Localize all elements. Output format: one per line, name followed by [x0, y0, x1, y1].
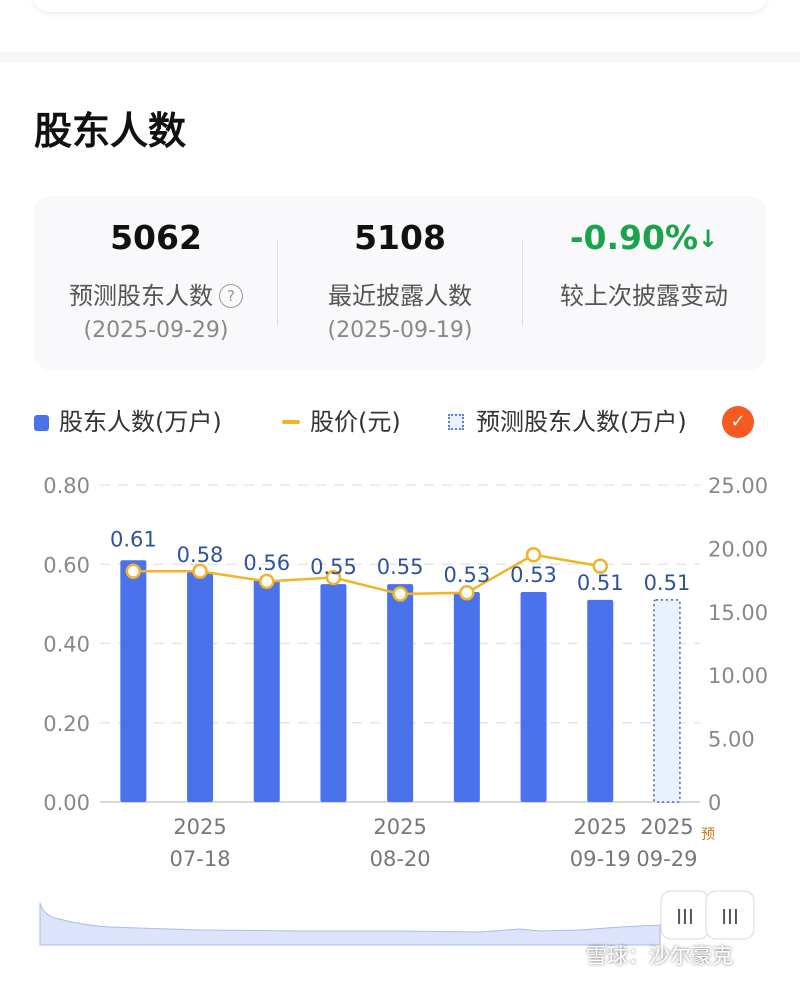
- x-tick-label: 07-18: [170, 847, 231, 871]
- price-point: [125, 563, 142, 579]
- legend-item-holders[interactable]: 股东人数(万户): [34, 404, 222, 440]
- previous-card: [34, 0, 766, 12]
- bar-data-label: 0.56: [243, 551, 290, 575]
- stat-latest-holders: 5108 最近披露人数 (2025-09-19): [278, 196, 522, 370]
- legend-item-price[interactable]: 股价(元): [282, 404, 401, 440]
- legend-label: 预测股东人数(万户): [476, 408, 687, 436]
- price-point: [592, 558, 608, 574]
- line-swatch-icon: [282, 420, 300, 424]
- y-left-tick-label: 0.20: [43, 712, 90, 736]
- section-separator: [0, 52, 800, 62]
- stat-value: -0.90%↓: [522, 218, 766, 257]
- stat-label: 较上次披露变动: [560, 282, 728, 310]
- dotted-swatch-icon: [448, 414, 464, 430]
- slider-preview-area: [39, 902, 661, 946]
- x-tick-label: 09-19: [570, 847, 631, 871]
- predicted-tag: 预: [701, 827, 715, 843]
- bar-data-label: 0.51: [577, 571, 624, 595]
- price-point: [459, 585, 475, 601]
- y-right-tick-label: 10.00: [708, 664, 768, 688]
- stats-card: 5062 预测股东人数? (2025-09-29) 5108 最近披露人数 (2…: [34, 196, 766, 370]
- drag-handle-icon: III: [676, 905, 694, 929]
- price-point: [392, 586, 408, 602]
- y-right-tick-label: 5.00: [708, 728, 755, 752]
- price-point: [259, 573, 275, 590]
- price-line: [133, 553, 601, 596]
- bar-holders: [320, 584, 347, 802]
- price-point: [192, 563, 208, 579]
- bar-data-label: 0.55: [377, 555, 424, 579]
- stat-predicted-holders: 5062 预测股东人数? (2025-09-29): [34, 196, 278, 370]
- slider-handle-left[interactable]: III: [660, 890, 710, 940]
- bar-predicted: [653, 599, 681, 803]
- y-left-tick-label: 0.00: [43, 791, 90, 815]
- price-point: [525, 546, 542, 563]
- stat-label-text: 预测股东人数: [69, 282, 213, 310]
- stat-divider: [522, 240, 523, 326]
- y-left-tick-label: 0.40: [43, 633, 90, 657]
- predicted-data-label: 0.51: [644, 571, 691, 595]
- bar-holders: [453, 591, 480, 802]
- legend-label: 股价(元): [310, 408, 401, 436]
- drag-handle-icon: III: [721, 905, 739, 929]
- section-title: 股东人数: [34, 109, 187, 153]
- y-right-tick-label: 25.00: [708, 474, 768, 498]
- chart-legend: 股东人数(万户) 股价(元) 预测股东人数(万户) ✓: [34, 404, 774, 440]
- x-tick-label: 2025: [173, 815, 226, 839]
- bar-holders: [587, 599, 614, 802]
- stat-change: -0.90%↓ 较上次披露变动: [522, 196, 766, 370]
- legend-label: 股东人数(万户): [59, 408, 222, 436]
- bar-holders: [520, 591, 547, 802]
- x-tick-label: 08-20: [370, 847, 431, 871]
- x-tick-label: 2025: [640, 815, 693, 839]
- bar-swatch-icon: [34, 415, 49, 431]
- y-left-tick-label: 0.60: [43, 553, 90, 577]
- bar-holders: [120, 560, 147, 802]
- bar-holders: [387, 584, 414, 802]
- bar-data-label: 0.53: [510, 563, 557, 587]
- stat-divider: [277, 240, 278, 326]
- stat-date: (2025-09-29): [83, 318, 229, 343]
- y-right-tick-label: 20.00: [708, 537, 768, 561]
- question-circle-icon[interactable]: ?: [219, 284, 243, 308]
- bar-data-label: 0.61: [110, 527, 157, 551]
- bar-data-label: 0.53: [443, 563, 490, 587]
- stat-date: (2025-09-19): [327, 318, 473, 343]
- check-icon[interactable]: ✓: [722, 406, 754, 438]
- x-tick-label: 2025: [574, 815, 627, 839]
- bar-holders: [187, 572, 214, 802]
- price-point: [325, 569, 342, 586]
- stat-label: 预测股东人数?: [34, 276, 278, 311]
- slider-handle-right[interactable]: III: [705, 890, 755, 940]
- x-tick-label: 09-29: [636, 847, 697, 871]
- bar-data-label: 0.55: [310, 555, 357, 579]
- range-slider[interactable]: III III: [0, 885, 800, 981]
- y-left-tick-label: 0.80: [43, 474, 90, 498]
- change-value: -0.90%: [569, 218, 699, 257]
- y-right-tick-label: 0: [708, 791, 721, 815]
- bar-holders: [253, 580, 280, 802]
- stat-value: 5062: [110, 218, 202, 257]
- y-right-tick-label: 15.00: [708, 601, 768, 625]
- arrow-down-icon: ↓: [698, 225, 719, 253]
- stat-value: 5108: [354, 218, 446, 257]
- stat-label: 最近披露人数: [328, 282, 472, 310]
- x-tick-label: 2025: [373, 815, 426, 839]
- watermark: 雪球：沙尔豪克: [586, 944, 733, 968]
- holders-chart: 0.00 0.20 0.40 0.60 0.80 0 5.00 10.00 15.00 20.00…: [43, 474, 768, 871]
- legend-item-predicted[interactable]: 预测股东人数(万户): [448, 404, 687, 440]
- bar-data-label: 0.58: [177, 543, 224, 567]
